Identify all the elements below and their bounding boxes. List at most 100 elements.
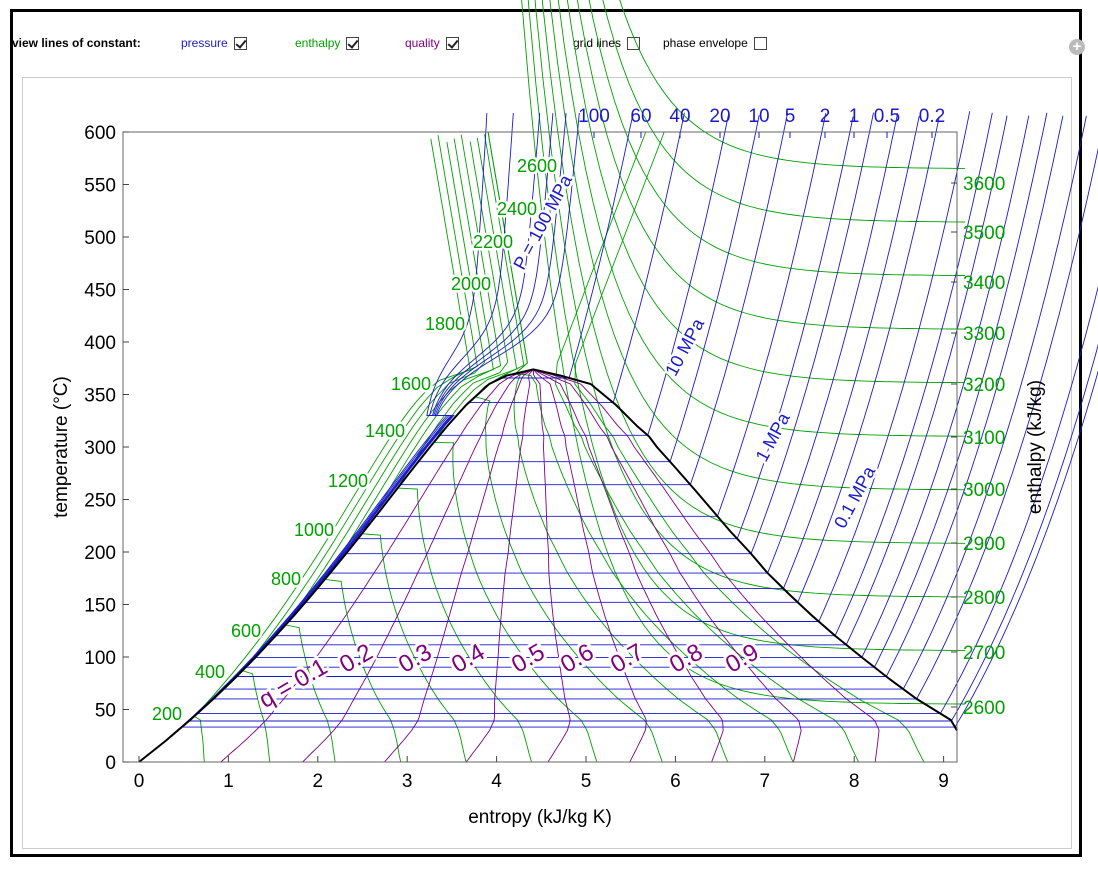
y-tick-label: 350 xyxy=(84,386,116,407)
quality-toggle[interactable]: quality xyxy=(405,36,459,50)
enthalpy-line xyxy=(193,138,471,763)
enthalpy-label: 2400 xyxy=(497,199,537,219)
quality-line xyxy=(384,369,534,763)
enthalpy-line xyxy=(588,0,966,276)
enthalpy-line xyxy=(361,134,502,763)
enthalpy-label: 2200 xyxy=(473,232,513,252)
phase-envelope-checkbox[interactable] xyxy=(753,36,767,50)
pressure-top-label: 1 xyxy=(849,106,860,127)
enthalpy-label: 400 xyxy=(195,662,225,682)
y-tick-label: 550 xyxy=(84,176,116,197)
quality-checkbox[interactable] xyxy=(445,36,459,50)
pressure-top-label: 2 xyxy=(820,106,831,127)
quality-line xyxy=(220,368,534,763)
enthalpy-line xyxy=(324,138,494,763)
pressure-curve-label: 0.1 MPa xyxy=(830,462,880,531)
enthalpy-checkbox[interactable] xyxy=(346,36,360,50)
enthalpy-label: 2000 xyxy=(451,274,491,294)
quality-line xyxy=(533,368,880,763)
enthalpy-line xyxy=(557,0,966,437)
enthalpy-line xyxy=(602,0,966,223)
y2-tick-label: 3400 xyxy=(963,273,1005,294)
x-axis-label: entropy (kJ/kg K) xyxy=(468,807,612,828)
enthalpy-label: 1000 xyxy=(294,520,334,540)
pressure-line xyxy=(138,370,1098,763)
grid-lines-toggle[interactable]: grid lines xyxy=(573,36,641,50)
enthalpy-line xyxy=(549,0,966,491)
quality-toggle-label: quality xyxy=(405,36,440,50)
enthalpy-label: 1600 xyxy=(391,374,431,394)
enthalpy-line xyxy=(487,131,794,763)
enthalpy-label: 600 xyxy=(231,621,261,641)
y-tick-label: 600 xyxy=(84,123,116,144)
pressure-top-label: 100 xyxy=(578,106,610,127)
chart-panel xyxy=(22,77,1072,849)
quality-line xyxy=(532,369,571,763)
y-axis-label: temperature (°C) xyxy=(51,376,72,518)
quality-line xyxy=(302,368,534,763)
pressure-top-label: 0.5 xyxy=(874,106,900,127)
y-tick-label: 0 xyxy=(105,753,116,774)
y2-tick-label: 3000 xyxy=(963,480,1005,501)
enthalpy-line xyxy=(521,0,966,705)
y-tick-label: 450 xyxy=(84,281,116,302)
y-tick-label: 300 xyxy=(84,438,116,459)
y-tick-label: 150 xyxy=(84,596,116,617)
x-tick-label: 7 xyxy=(760,771,771,792)
pressure-line xyxy=(138,343,1098,763)
y2-tick-label: 3200 xyxy=(963,375,1005,396)
quality-line xyxy=(532,369,647,763)
pressure-toggle[interactable]: pressure xyxy=(181,36,247,50)
pressure-top-label: 10 xyxy=(748,106,769,127)
pressure-top-label: 60 xyxy=(630,106,651,127)
enthalpy-line xyxy=(241,135,478,763)
y2-tick-label: 3500 xyxy=(963,223,1005,244)
enthalpy-toggle-label: enthalpy xyxy=(295,36,341,50)
x-tick-label: 5 xyxy=(581,771,592,792)
phase-envelope-toggle[interactable]: phase envelope xyxy=(663,36,767,50)
quality-line xyxy=(465,369,534,763)
y2-tick-label: 2800 xyxy=(963,588,1005,609)
app-frame: + xyxy=(10,9,1085,857)
pressure-line xyxy=(138,115,1087,763)
enthalpy-line xyxy=(555,131,860,763)
phase-envelope-toggle-label: phase envelope xyxy=(663,36,748,50)
enthalpy-line xyxy=(566,0,966,384)
x-tick-label: 9 xyxy=(938,771,949,792)
y2-tick-label: 2900 xyxy=(963,534,1005,555)
pressure-line xyxy=(138,147,1098,763)
enthalpy-line xyxy=(527,0,966,651)
pressure-top-label: 5 xyxy=(785,106,796,127)
x-tick-label: 8 xyxy=(849,771,860,792)
pressure-line xyxy=(138,115,1064,763)
x-tick-label: 2 xyxy=(313,771,324,792)
expand-icon[interactable]: + xyxy=(1069,39,1085,55)
pressure-line xyxy=(138,115,760,763)
pressure-top-label: 20 xyxy=(709,106,730,127)
pressure-curve-label: 1 MPa xyxy=(752,409,795,465)
pressure-checkbox[interactable] xyxy=(233,36,247,50)
y2-tick-label: 3300 xyxy=(963,324,1005,345)
x-tick-label: 0 xyxy=(134,771,145,792)
enthalpy-toggle[interactable]: enthalpy xyxy=(295,36,360,50)
y-tick-label: 250 xyxy=(84,491,116,512)
pressure-toggle-label: pressure xyxy=(181,36,228,50)
y-tick-label: 200 xyxy=(84,543,116,564)
enthalpy-label: 1200 xyxy=(328,471,368,491)
enthalpy-line xyxy=(284,141,485,763)
y-tick-label: 400 xyxy=(84,333,116,354)
enthalpy-label: 800 xyxy=(271,569,301,589)
y2-tick-label: 2700 xyxy=(963,643,1005,664)
enthalpy-line xyxy=(474,134,663,763)
saturation-dome xyxy=(138,368,958,763)
pressure-top-label: 0.2 xyxy=(919,106,945,127)
pressure-line xyxy=(138,285,1098,763)
quality-line xyxy=(533,369,724,763)
pressure-top-label: 40 xyxy=(669,106,690,127)
enthalpy-label: 200 xyxy=(152,704,182,724)
x-tick-label: 1 xyxy=(223,771,234,792)
y2-axis-label: enthalpy (kJ/kg) xyxy=(1025,380,1046,514)
controls-heading: view lines of constant: xyxy=(12,36,141,50)
x-tick-label: 6 xyxy=(670,771,681,792)
